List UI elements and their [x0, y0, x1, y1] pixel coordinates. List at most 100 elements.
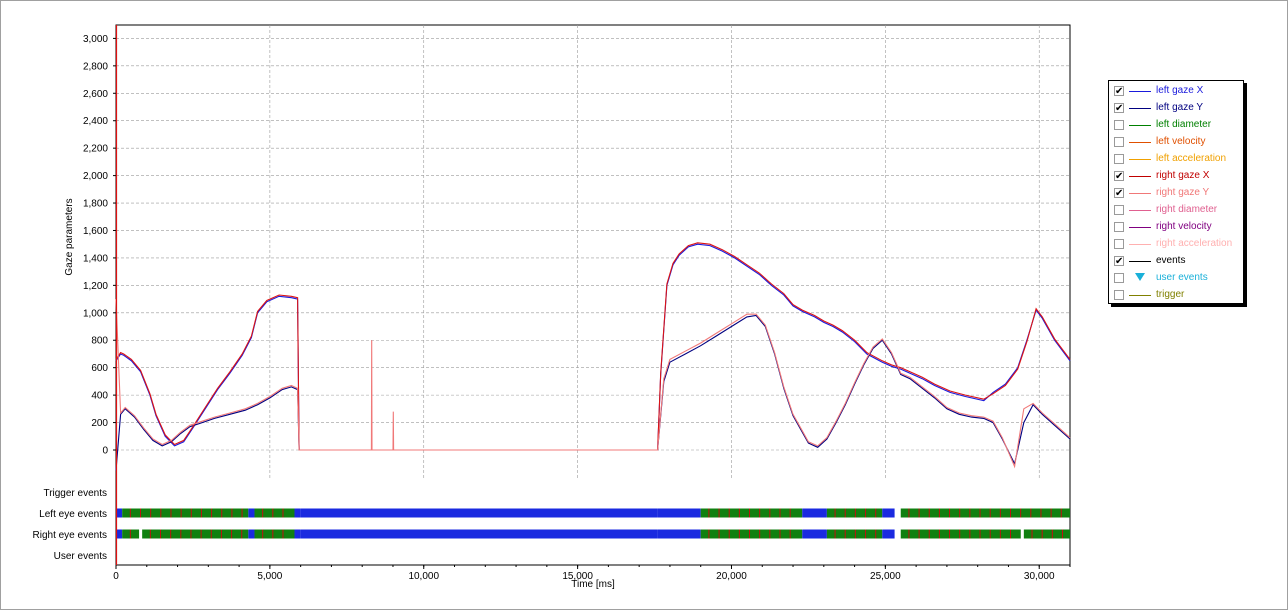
left-eye-event: [882, 508, 895, 518]
left-eye-event-blink: [865, 508, 867, 518]
left-eye-event: [248, 508, 255, 518]
legend-checkbox[interactable]: [1114, 222, 1124, 232]
right-eye-event: [802, 529, 827, 539]
left-eye-event-blink: [938, 508, 940, 518]
right-eye-event-blink: [210, 529, 212, 539]
y-tick-label: 2,600: [83, 89, 108, 100]
left-eye-event-blink: [708, 508, 710, 518]
legend-label: user events: [1156, 272, 1208, 283]
right-eye-event-blink: [241, 529, 243, 539]
right-eye-event: [248, 529, 255, 539]
legend-item-left-gaze-Y[interactable]: ✔ left gaze Y: [1109, 100, 1243, 117]
right-eye-event-blink: [759, 529, 761, 539]
x-tick-label: 20,000: [716, 571, 747, 582]
x-tick-label: 25,000: [870, 571, 901, 582]
right-eye-event-blink: [231, 529, 233, 539]
x-tick-label: 5,000: [257, 571, 282, 582]
y-tick-label: 0: [102, 446, 108, 457]
legend-checkbox[interactable]: ✔: [1114, 188, 1124, 199]
legend-item-events[interactable]: ✔ events: [1109, 253, 1243, 270]
y-tick-label: 2,000: [83, 171, 108, 182]
legend-item-right-velocity[interactable]: right velocity: [1109, 219, 1243, 236]
legend-item-right-gaze-Y[interactable]: ✔ right gaze Y: [1109, 185, 1243, 202]
legend-checkbox[interactable]: ✔: [1114, 256, 1124, 267]
right-eye-event-blink: [928, 529, 930, 539]
left-eye-event-blink: [231, 508, 233, 518]
x-tick-label: 10,000: [408, 571, 439, 582]
legend-label: right gaze X: [1156, 170, 1210, 181]
legend-checkbox[interactable]: ✔: [1114, 103, 1124, 114]
legend-checkbox[interactable]: [1114, 239, 1124, 249]
left-eye-event-blink: [211, 508, 213, 518]
legend-item-left-gaze-X[interactable]: ✔ left gaze X: [1109, 83, 1243, 100]
left-eye-event-blink: [844, 508, 846, 518]
right-eye-event: [826, 529, 883, 539]
legend-checkbox[interactable]: ✔: [1114, 171, 1124, 182]
right-eye-event-blink: [979, 529, 981, 539]
legend-item-right-acceleration[interactable]: right acceleration: [1109, 236, 1243, 253]
left-eye-event-blink: [272, 508, 274, 518]
left-eye-event-blink: [1060, 508, 1062, 518]
legend-swatch: [1129, 210, 1151, 211]
left-eye-event-blink: [150, 508, 152, 518]
y-tick-label: 1,400: [83, 253, 108, 264]
right-eye-event-blink: [180, 529, 182, 539]
left-eye-event-blink: [1009, 508, 1011, 518]
right-eye-event-blink: [262, 529, 264, 539]
legend-item-left-acceleration[interactable]: left acceleration: [1109, 151, 1243, 168]
legend-checkbox[interactable]: [1114, 290, 1124, 300]
event-row-label: User events: [54, 551, 107, 562]
legend-label: right acceleration: [1156, 238, 1233, 249]
legend-item-user-events[interactable]: user events: [1109, 270, 1243, 287]
legend-label: right gaze Y: [1156, 187, 1210, 198]
right-eye-event-blink: [844, 529, 846, 539]
right-eye-event: [300, 529, 658, 539]
right-eye-event-blink: [708, 529, 710, 539]
x-tick-label: 0: [113, 571, 119, 582]
right-eye-event-blink: [272, 529, 274, 539]
legend-checkbox[interactable]: [1114, 120, 1124, 130]
left-eye-event-blink: [928, 508, 930, 518]
legend-checkbox[interactable]: [1114, 205, 1124, 215]
left-eye-event-blink: [789, 508, 791, 518]
legend-item-left-diameter[interactable]: left diameter: [1109, 117, 1243, 134]
y-tick-label: 2,200: [83, 144, 108, 155]
legend-item-left-velocity[interactable]: left velocity: [1109, 134, 1243, 151]
legend-checkbox[interactable]: [1114, 273, 1124, 283]
left-eye-event-blink: [834, 508, 836, 518]
right-eye-event: [254, 529, 295, 539]
legend-item-right-gaze-X[interactable]: ✔ right gaze X: [1109, 168, 1243, 185]
legend-checkbox[interactable]: [1114, 137, 1124, 147]
right-eye-event-blink: [149, 529, 151, 539]
right-eye-event-blink: [190, 529, 192, 539]
legend-swatch: [1129, 176, 1151, 177]
legend-swatch: [1129, 159, 1151, 160]
legend-item-right-diameter[interactable]: right diameter: [1109, 202, 1243, 219]
legend-swatch: [1129, 193, 1151, 194]
left-eye-event: [826, 508, 883, 518]
y-tick-label: 2,800: [83, 61, 108, 72]
legend-label: left velocity: [1156, 136, 1206, 147]
right-eye-event-blink: [749, 529, 751, 539]
left-eye-event-blink: [160, 508, 162, 518]
event-row-label: Trigger events: [43, 488, 107, 499]
left-eye-event-blink: [241, 508, 243, 518]
left-eye-event-blink: [989, 508, 991, 518]
left-eye-event-blink: [1020, 508, 1022, 518]
legend-checkbox[interactable]: [1114, 154, 1124, 164]
legend-label: left diameter: [1156, 119, 1212, 130]
left-eye-event-blink: [221, 508, 223, 518]
right-eye-event-blink: [854, 529, 856, 539]
right-eye-event-blink: [969, 529, 971, 539]
left-eye-event-blink: [759, 508, 761, 518]
event-row-label: Right eye events: [33, 530, 108, 541]
series-line-right-gaze-X: [115, 242, 1071, 451]
legend: ✔ left gaze X ✔ left gaze Y left diameter lef…: [1108, 80, 1244, 304]
legend-checkbox[interactable]: ✔: [1114, 86, 1124, 97]
left-eye-event: [700, 508, 803, 518]
left-eye-event-blink: [918, 508, 920, 518]
legend-item-trigger[interactable]: trigger: [1109, 287, 1243, 304]
right-eye-event-blink: [769, 529, 771, 539]
left-eye-event-blink: [999, 508, 1001, 518]
